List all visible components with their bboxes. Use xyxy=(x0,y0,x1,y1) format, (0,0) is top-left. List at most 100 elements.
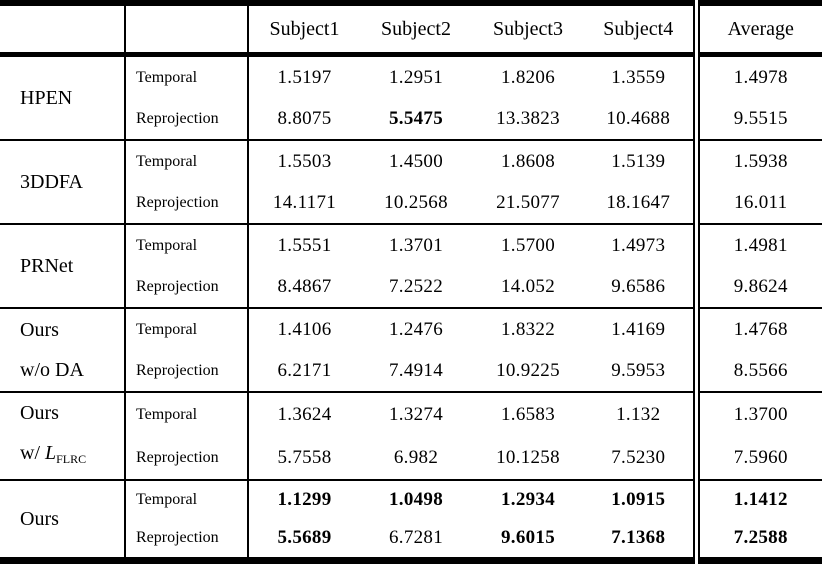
value-cell: 1.2476 xyxy=(388,318,444,340)
value-cell: 6.2171 xyxy=(277,359,332,381)
value-cell: 6.7281 xyxy=(388,527,444,548)
reprojection-row: Reprojection 6.2171 7.4914 10.9225 9.595… xyxy=(0,350,822,392)
loss-subscript: FLRC xyxy=(56,452,87,466)
method-group-ours-wo-da: Ours w/o DA Temporal 1.4106 1.2476 1.832… xyxy=(0,308,822,392)
method-name: Ours w/ LFLRC xyxy=(0,392,126,480)
reprojection-row: Reprojection 8.4867 7.2522 14.052 9.6586… xyxy=(0,266,822,308)
average-cell: 1.4978 xyxy=(733,66,788,88)
temporal-row: PRNet Temporal 1.5551 1.3701 1.5700 1.49… xyxy=(0,224,822,308)
value-cell: 1.3624 xyxy=(277,403,332,425)
value-cell: 1.5551 xyxy=(277,234,332,256)
value-cell: 1.8206 xyxy=(500,66,556,88)
value-cell: 7.1368 xyxy=(584,519,700,561)
reprojection-row: Reprojection 8.8075 5.5475 13.3823 10.46… xyxy=(0,98,822,140)
column-header-subject3: Subject3 xyxy=(472,3,584,57)
average-cell: 7.2588 xyxy=(733,527,788,548)
value-cell: 10.4688 xyxy=(584,98,700,140)
value-cell: 1.4500 xyxy=(388,150,444,172)
value-cell: 1.2951 xyxy=(388,66,444,88)
metric-label: Temporal xyxy=(125,308,249,350)
column-header-subject1: Subject1 xyxy=(248,3,360,57)
reprojection-row: Reprojection 5.5689 6.7281 9.6015 7.1368… xyxy=(0,519,822,561)
metric-label: Reprojection xyxy=(125,350,249,392)
column-header-subject2: Subject2 xyxy=(360,3,472,57)
value-cell: 1.4169 xyxy=(584,308,700,350)
average-cell: 16.011 xyxy=(734,191,788,213)
average-cell: 7.5960 xyxy=(733,446,788,468)
metric-label: Temporal xyxy=(125,392,249,436)
value-cell: 1.5139 xyxy=(584,140,700,182)
metric-label: Reprojection xyxy=(125,519,249,561)
metric-label: Temporal xyxy=(125,224,249,266)
reprojection-row: Reprojection 5.7558 6.982 10.1258 7.5230… xyxy=(0,436,822,480)
loss-symbol: L xyxy=(45,442,57,464)
value-cell: 14.1171 xyxy=(272,191,337,213)
value-cell: 7.2522 xyxy=(388,275,444,297)
value-cell: 1.3559 xyxy=(584,54,700,98)
method-group-ours-w-lflrc: Ours w/ LFLRC Temporal 1.3624 1.3274 1.6… xyxy=(0,392,822,480)
metric-label: Temporal xyxy=(125,54,249,98)
value-cell: 9.6015 xyxy=(500,527,556,548)
value-cell: 1.1299 xyxy=(277,489,332,510)
value-cell: 7.5230 xyxy=(584,436,700,480)
value-cell: 1.4106 xyxy=(277,318,332,340)
value-cell: 1.5700 xyxy=(500,234,556,256)
value-cell: 8.4867 xyxy=(277,275,332,297)
temporal-row: 3DDFA Temporal 1.5503 1.4500 1.8608 1.51… xyxy=(0,140,822,224)
average-cell: 1.4981 xyxy=(733,234,788,256)
value-cell: 14.052 xyxy=(500,275,556,297)
column-header-subject4: Subject4 xyxy=(584,3,700,57)
value-cell: 9.5953 xyxy=(584,350,700,392)
method-group-3ddfa: 3DDFA Temporal 1.5503 1.4500 1.8608 1.51… xyxy=(0,140,822,224)
metric-label: Reprojection xyxy=(125,98,249,140)
temporal-row: Ours w/o DA Temporal 1.4106 1.2476 1.832… xyxy=(0,308,822,392)
average-cell: 1.5938 xyxy=(733,150,788,172)
method-name: 3DDFA xyxy=(0,140,126,224)
column-header-average: Average xyxy=(696,3,822,57)
value-cell: 1.0915 xyxy=(584,480,700,519)
value-cell: 10.2568 xyxy=(384,191,448,213)
average-cell: 8.5566 xyxy=(733,359,788,381)
value-cell: 1.5503 xyxy=(277,150,332,172)
average-cell: 9.8624 xyxy=(733,275,788,297)
value-cell: 10.9225 xyxy=(496,359,560,381)
value-cell: 18.1647 xyxy=(584,182,700,224)
average-cell: 1.4768 xyxy=(733,318,788,340)
value-cell: 10.1258 xyxy=(496,446,560,468)
value-cell: 1.8322 xyxy=(500,318,556,340)
metric-label: Temporal xyxy=(125,140,249,182)
method-group-prnet: PRNet Temporal 1.5551 1.3701 1.5700 1.49… xyxy=(0,224,822,308)
value-cell: 13.3823 xyxy=(496,107,560,129)
metric-label: Reprojection xyxy=(125,182,249,224)
average-cell: 1.3700 xyxy=(733,403,788,425)
value-cell: 8.8075 xyxy=(277,107,332,129)
temporal-row: HPEN Temporal 1.5197 1.2951 1.8206 1.355… xyxy=(0,54,822,140)
value-cell: 1.3701 xyxy=(388,234,444,256)
method-name: HPEN xyxy=(0,54,126,140)
value-cell: 1.3274 xyxy=(388,403,444,425)
reprojection-row: Reprojection 14.1171 10.2568 21.5077 18.… xyxy=(0,182,822,224)
value-cell: 1.4973 xyxy=(584,224,700,266)
value-cell: 21.5077 xyxy=(496,191,560,213)
average-cell: 1.1412 xyxy=(733,489,788,510)
method-name: Ours xyxy=(0,480,126,561)
value-cell: 1.0498 xyxy=(388,489,444,510)
metric-label: Temporal xyxy=(125,480,249,519)
value-cell: 5.7558 xyxy=(277,446,332,468)
header-method-blank xyxy=(0,3,126,57)
value-cell: 7.4914 xyxy=(388,359,444,381)
value-cell: 1.5197 xyxy=(277,66,332,88)
method-name: PRNet xyxy=(0,224,126,308)
value-cell: 1.6583 xyxy=(500,403,556,425)
value-cell: 1.132 xyxy=(584,392,700,436)
temporal-row: Ours Temporal 1.1299 1.0498 1.2934 1.091… xyxy=(0,480,822,561)
metric-label: Reprojection xyxy=(125,436,249,480)
method-group-hpen: HPEN Temporal 1.5197 1.2951 1.8206 1.355… xyxy=(0,54,822,140)
temporal-row: Ours w/ LFLRC Temporal 1.3624 1.3274 1.6… xyxy=(0,392,822,480)
value-cell: 5.5689 xyxy=(277,527,332,548)
header-metric-blank xyxy=(125,3,249,57)
header-row: Subject1 Subject2 Subject3 Subject4 Aver… xyxy=(0,3,822,57)
value-cell: 6.982 xyxy=(393,446,439,468)
